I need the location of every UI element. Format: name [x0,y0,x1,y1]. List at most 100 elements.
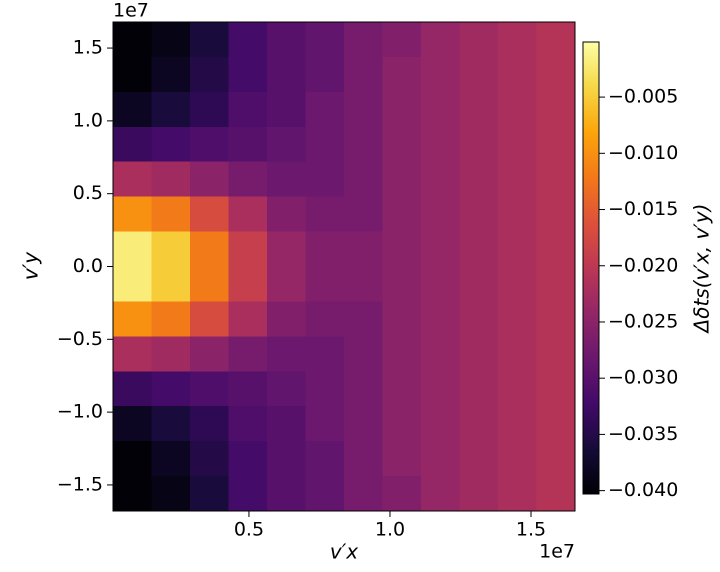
heat-cell [267,231,307,268]
heat-cell [267,406,307,442]
x-tick-label: 0.5 [234,519,264,541]
heat-cell [151,266,191,303]
colorbar-tick-label: −0.040 [608,479,678,501]
heat-cell [382,301,422,337]
heat-cell [382,441,422,477]
y-tick-label: 1.5 [73,37,103,59]
heat-cell [151,196,191,233]
heat-cell [228,22,268,58]
heat-cell [190,126,230,163]
heat-cell [344,231,384,268]
heat-cell [421,441,461,477]
heat-cell [459,126,499,163]
heat-cell [151,161,191,198]
heat-cell [421,91,461,128]
heat-cell [498,301,538,337]
heat-cell [151,441,191,477]
heat-cell [344,91,384,128]
heat-cell [382,476,422,512]
heat-cell [228,161,268,198]
heat-cell [459,301,499,337]
colorbar-tick-label: −0.010 [608,142,678,164]
heat-cell [498,406,538,442]
heat-cell [459,56,499,93]
heat-cell [305,301,345,337]
x-axis-label: v′x [330,540,358,564]
heat-cell [267,56,307,93]
colorbar-tick-label: −0.020 [608,254,678,276]
heat-cell [344,441,384,477]
heat-cell [305,126,345,163]
heat-cell [498,371,538,407]
heat-cell [228,301,268,337]
heat-cell [267,266,307,303]
heat-cell [228,406,268,442]
heat-cell [113,476,153,512]
heat-cell [267,441,307,477]
heat-cell [267,476,307,512]
heat-cell [382,161,422,198]
heat-cell [421,406,461,442]
heat-cell [228,56,268,93]
y-tick-label: −1.5 [57,473,103,495]
y-tick-label: 0.5 [73,182,103,204]
heat-cell [151,371,191,407]
heat-cell [498,56,538,93]
heat-cell [421,22,461,58]
heat-cell [228,231,268,268]
heat-cell [498,91,538,128]
heat-cell [459,441,499,477]
heat-cell [113,196,153,233]
heat-cell [190,371,230,407]
heat-cell [536,371,576,407]
heat-cell [305,266,345,303]
heat-cell [536,441,576,477]
heat-cell [151,56,191,93]
heat-cell [113,231,153,268]
heat-cell [459,91,499,128]
heat-cell [190,476,230,512]
heat-cell [498,336,538,372]
colorbar-label: Δδts(v′x, v′y) [690,204,714,335]
x-tick-label: 1.0 [375,519,405,541]
heat-cell [459,336,499,372]
heat-cell [267,301,307,337]
heat-cell [536,476,576,512]
heat-cell [305,441,345,477]
heat-cell [190,231,230,268]
heat-cell [421,196,461,233]
heat-cell [536,301,576,337]
heat-cell [536,56,576,93]
heat-cell [536,231,576,268]
heat-cell [267,371,307,407]
heat-cell [536,266,576,303]
heat-cell [228,476,268,512]
heatmap [113,22,576,512]
heat-cell [113,301,153,337]
heat-cell [113,56,153,93]
heat-cell [151,336,191,372]
y-tick-label: −1.0 [57,401,103,423]
heat-cell [113,126,153,163]
heat-cell [421,231,461,268]
heat-cell [267,91,307,128]
heat-cell [344,126,384,163]
heat-cell [498,126,538,163]
heat-cell [459,231,499,268]
heat-cell [228,371,268,407]
heat-cell [113,161,153,198]
heat-cell [344,266,384,303]
heat-cell [190,161,230,198]
heat-cell [113,266,153,303]
heat-cell [151,476,191,512]
heat-cell [421,336,461,372]
heat-cell [382,231,422,268]
heat-cell [113,441,153,477]
heat-cell [421,476,461,512]
heat-cell [305,196,345,233]
heat-cell [421,126,461,163]
heat-cell [421,301,461,337]
y-axis-label: v′y [19,251,43,280]
heat-cell [151,91,191,128]
